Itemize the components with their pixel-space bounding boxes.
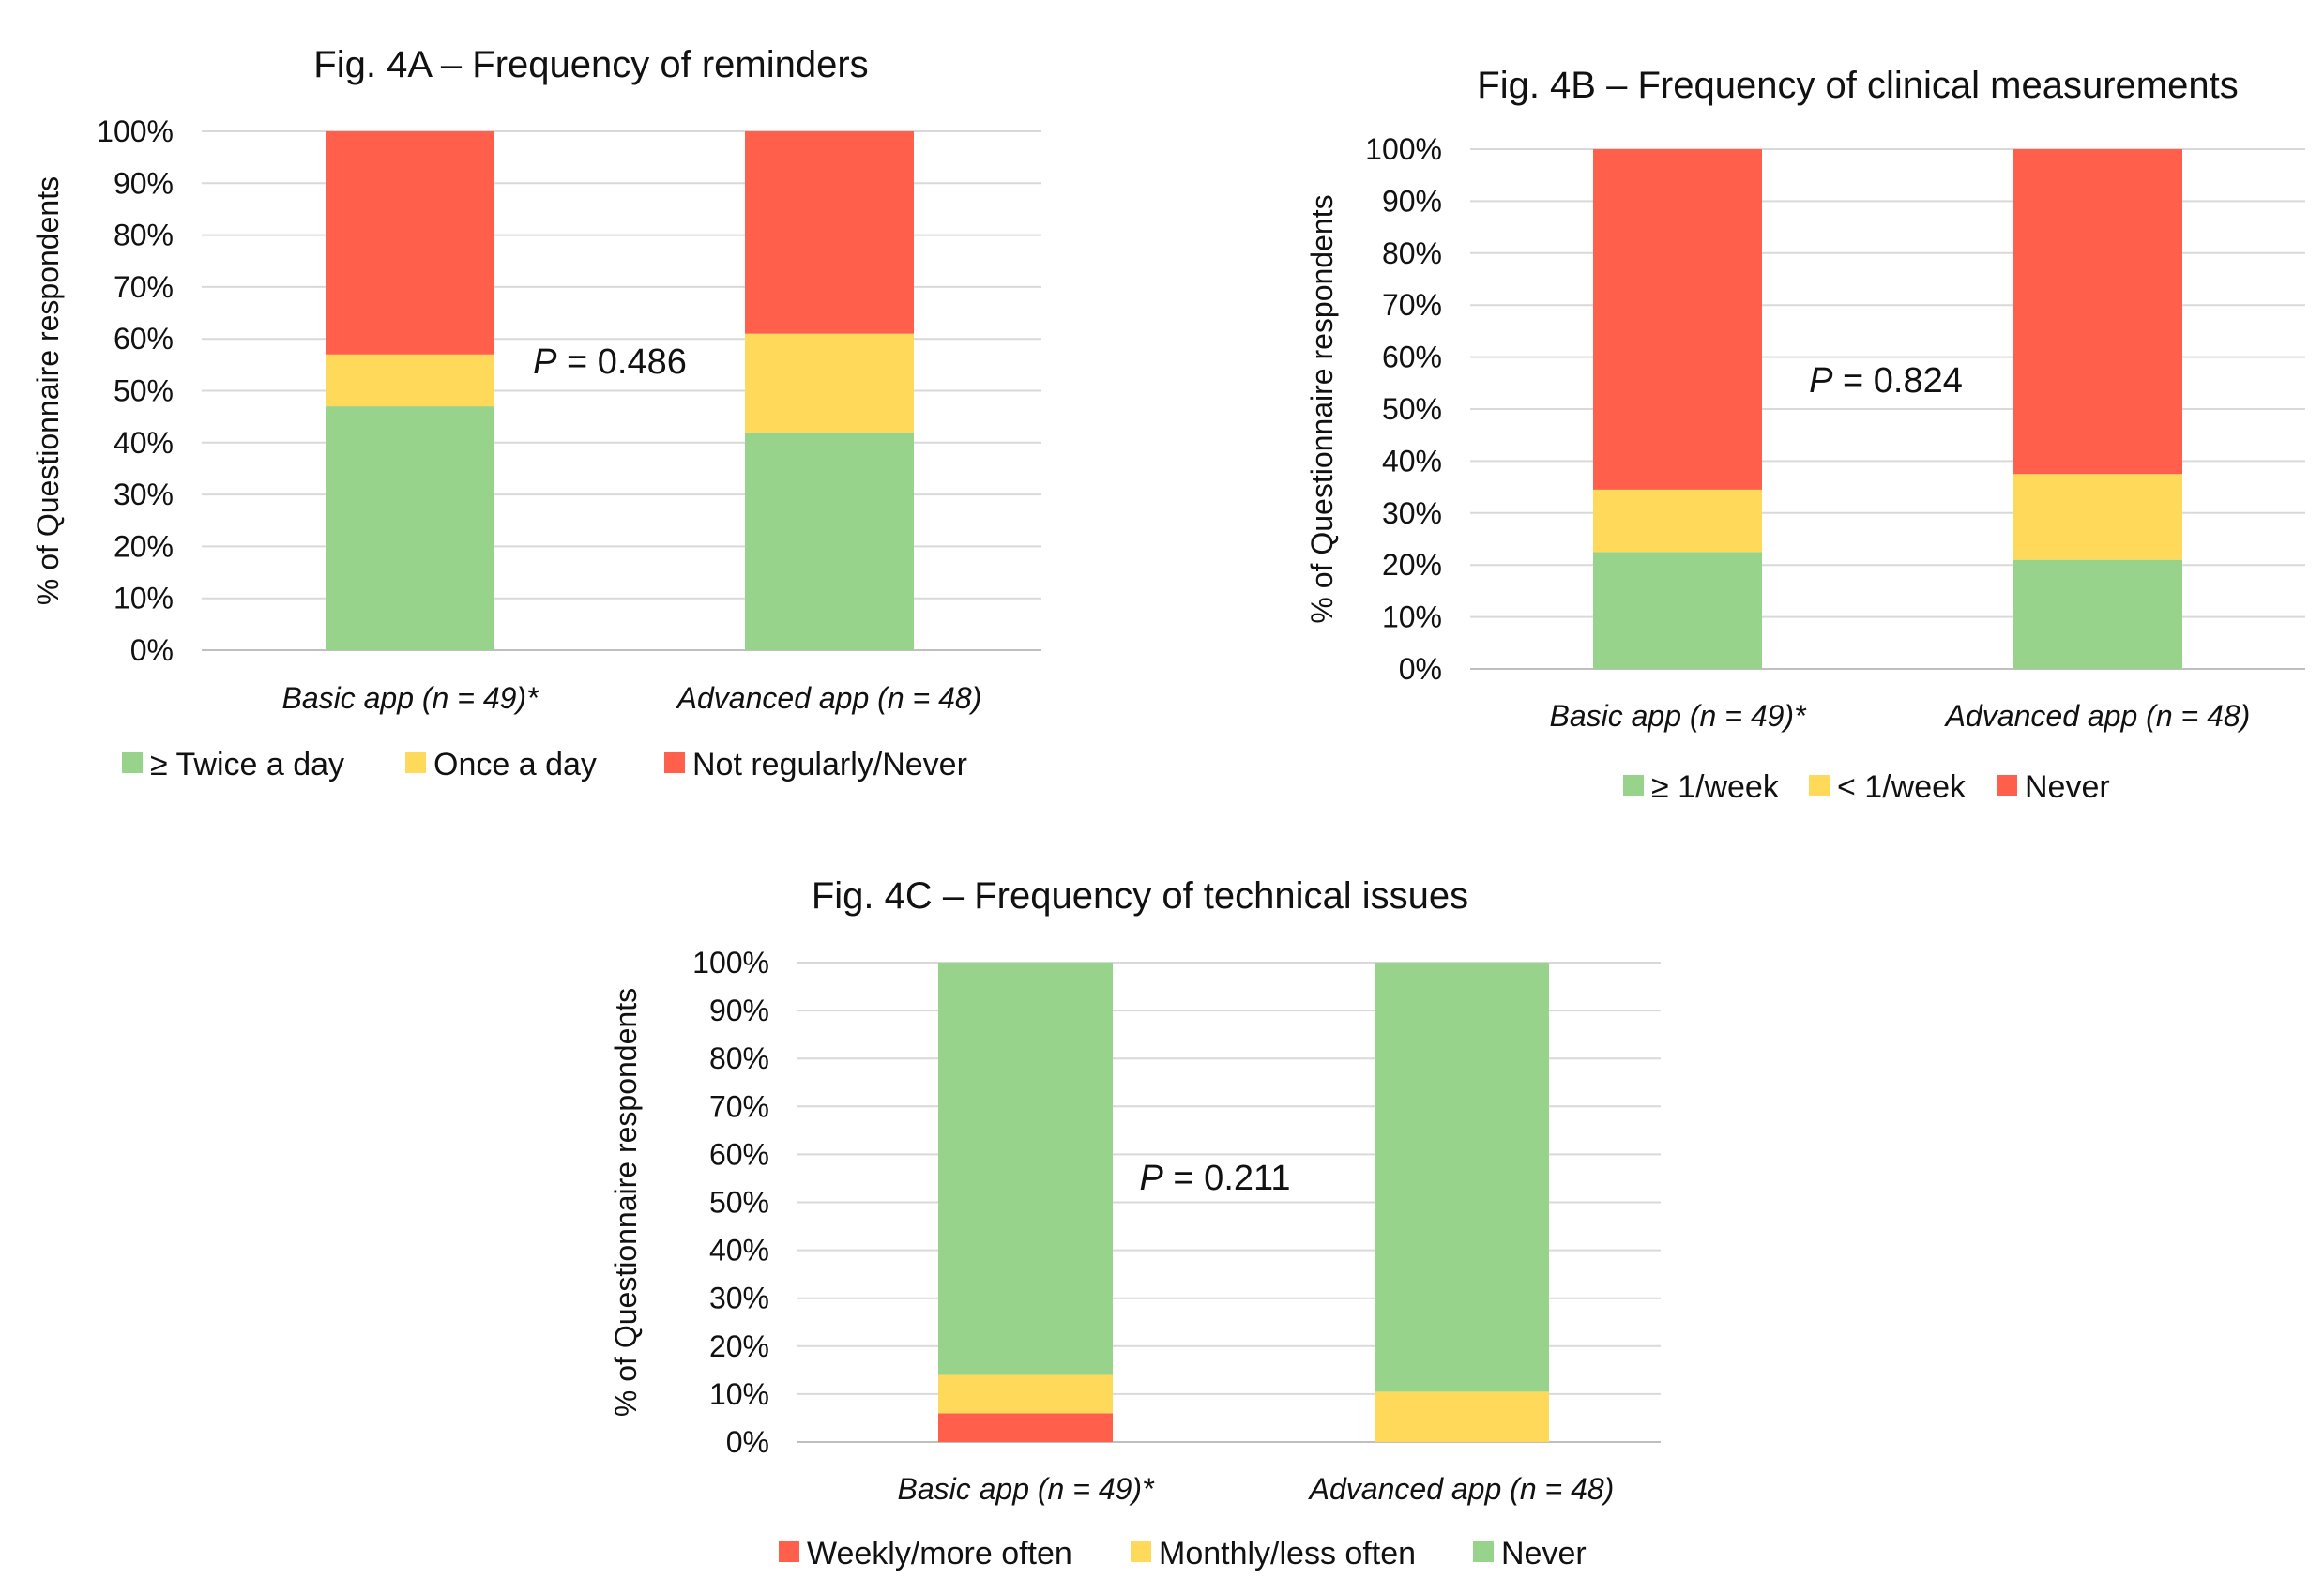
chart-4a: Fig. 4A – Frequency of reminders 0% 10% 20%… xyxy=(0,0,1079,807)
y-tick-label: 40% xyxy=(114,426,174,460)
y-axis-label: % of Questionnaire respondents xyxy=(609,988,643,1417)
y-tick-label: 80% xyxy=(114,219,174,252)
legend-label: Once a day xyxy=(433,747,597,782)
p-value-symbol: P xyxy=(1140,1159,1164,1198)
p-value-annotation: P = 0.486 xyxy=(533,342,687,382)
y-tick-label: 10% xyxy=(1382,600,1442,634)
y-tick-label: 70% xyxy=(114,270,174,304)
y-tick-label: 90% xyxy=(709,994,769,1027)
chart-title: Fig. 4A – Frequency of reminders xyxy=(313,44,868,85)
x-category-label: Advanced app (n = 48) xyxy=(676,681,982,715)
chart-4b-svg: Fig. 4B – Frequency of clinical measurem… xyxy=(1305,65,2305,805)
bar-segment xyxy=(326,131,494,355)
bar-segment xyxy=(1375,1391,1549,1442)
legend-swatch xyxy=(779,1541,799,1562)
bar-segment xyxy=(2013,149,2182,475)
bar-segment xyxy=(938,1413,1113,1442)
bar-segment xyxy=(1593,149,1762,490)
y-tick-label: 70% xyxy=(1382,288,1442,322)
chart-title: Fig. 4C – Frequency of technical issues xyxy=(812,875,1468,917)
chart-4a-svg: Fig. 4A – Frequency of reminders 0% 10% 20%… xyxy=(31,44,1041,782)
y-tick-label: 20% xyxy=(114,529,174,563)
legend-swatch xyxy=(1997,775,2017,796)
x-category-label: Advanced app (n = 48) xyxy=(1944,699,2251,733)
y-axis-label: % of Questionnaire respondents xyxy=(31,176,65,605)
legend-swatch xyxy=(1623,775,1644,796)
y-tick-label: 60% xyxy=(709,1137,769,1171)
legend-swatch xyxy=(122,752,143,773)
y-tick-label: 60% xyxy=(114,322,174,356)
y-tick-label: 30% xyxy=(709,1282,769,1315)
legend-swatch xyxy=(1473,1541,1494,1562)
legend-label: Not regularly/Never xyxy=(692,747,967,782)
chart-4b: Fig. 4B – Frequency of clinical measurem… xyxy=(1257,0,2324,826)
legend-label: ≥ 1/week xyxy=(1651,769,1780,805)
y-tick-label: 20% xyxy=(709,1329,769,1363)
bar-segment xyxy=(1593,489,1762,553)
y-tick-label: 100% xyxy=(692,946,769,979)
y-tick-label: 70% xyxy=(709,1089,769,1123)
legend-label: Monthly/less often xyxy=(1159,1536,1416,1571)
p-value-symbol: P xyxy=(1809,361,1833,401)
p-value-annotation: P = 0.824 xyxy=(1809,361,1963,401)
y-tick-label: 60% xyxy=(1382,341,1442,374)
legend-label: Never xyxy=(2025,769,2110,805)
y-tick-label: 50% xyxy=(114,374,174,408)
y-tick-label: 30% xyxy=(1382,496,1442,530)
y-axis-label: % of Questionnaire respondents xyxy=(1305,194,1339,623)
chart-title: Fig. 4B – Frequency of clinical measurem… xyxy=(1477,65,2238,106)
bar-segment xyxy=(326,354,494,407)
y-tick-label: 10% xyxy=(709,1377,769,1411)
p-value-text: = 0.486 xyxy=(556,342,686,382)
y-tick-label: 40% xyxy=(709,1234,769,1268)
bar-segment xyxy=(745,131,914,334)
bar-segment xyxy=(326,406,494,650)
y-tick-label: 100% xyxy=(1365,132,1442,166)
p-value-text: = 0.824 xyxy=(1832,361,1962,401)
y-tick-label: 80% xyxy=(1382,236,1442,270)
bar-segment xyxy=(2013,474,2182,560)
bar-segment xyxy=(745,432,914,650)
y-tick-label: 50% xyxy=(1382,392,1442,426)
bar-segment xyxy=(1593,552,1762,669)
x-category-label: Advanced app (n = 48) xyxy=(1308,1472,1615,1506)
x-category-label: Basic app (n = 49)* xyxy=(897,1472,1155,1506)
p-value-text: = 0.211 xyxy=(1163,1159,1291,1198)
y-tick-label: 50% xyxy=(709,1186,769,1220)
y-tick-label: 90% xyxy=(114,166,174,200)
y-tick-label: 0% xyxy=(726,1425,769,1459)
bar-segment xyxy=(745,333,914,433)
x-category-label: Basic app (n = 49)* xyxy=(281,681,539,715)
y-tick-label: 10% xyxy=(114,582,174,615)
legend-label: Weekly/more often xyxy=(807,1536,1072,1571)
chart-4c-svg: Fig. 4C – Frequency of technical issues 0… xyxy=(609,875,1661,1571)
bar-segment xyxy=(2013,559,2182,669)
legend-swatch xyxy=(405,752,426,773)
chart-4c: Fig. 4C – Frequency of technical issues 0… xyxy=(591,826,1717,1594)
bar-segment xyxy=(1375,963,1549,1392)
bar-segment xyxy=(938,963,1113,1375)
legend-label: < 1/week xyxy=(1837,769,1967,805)
y-tick-label: 40% xyxy=(1382,444,1442,478)
legend-label: Never xyxy=(1501,1536,1587,1571)
legend-swatch xyxy=(1809,775,1830,796)
y-tick-label: 80% xyxy=(709,1041,769,1075)
y-tick-label: 0% xyxy=(130,633,174,667)
x-category-label: Basic app (n = 49)* xyxy=(1549,699,1807,733)
legend-swatch xyxy=(664,752,685,773)
legend-swatch xyxy=(1131,1541,1151,1562)
bar-segment xyxy=(938,1374,1113,1414)
y-tick-label: 30% xyxy=(114,478,174,511)
y-tick-label: 20% xyxy=(1382,548,1442,582)
p-value-symbol: P xyxy=(533,342,557,382)
legend-label: ≥ Twice a day xyxy=(150,747,344,782)
p-value-annotation: P = 0.211 xyxy=(1140,1159,1291,1198)
y-tick-label: 90% xyxy=(1382,184,1442,218)
y-tick-label: 100% xyxy=(97,114,174,148)
y-tick-label: 0% xyxy=(1399,652,1442,686)
